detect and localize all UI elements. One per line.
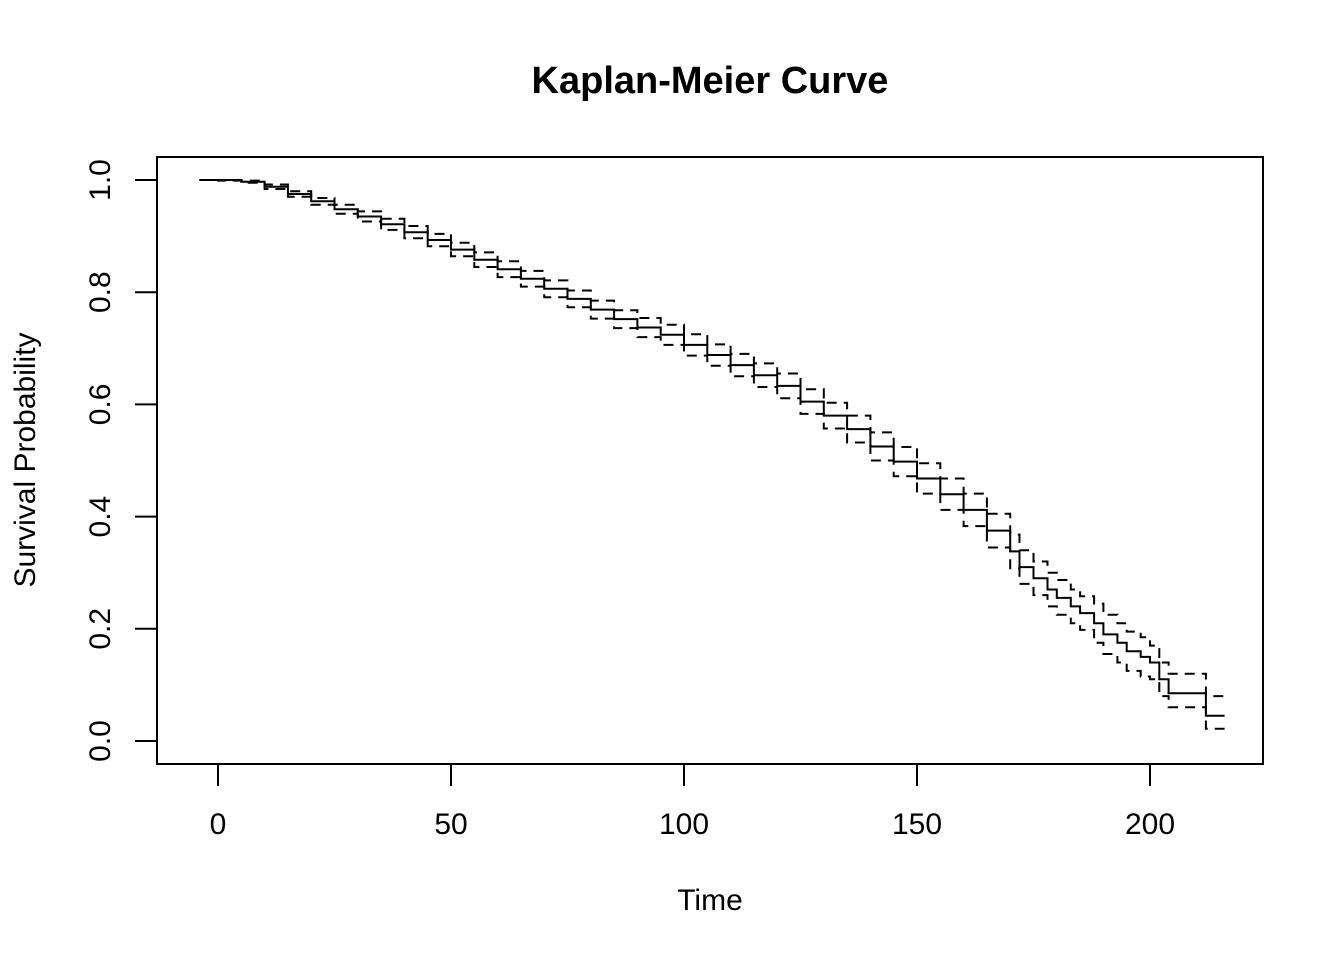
y-axis: 0.0 0.2 0.4 0.6 0.8 1.0 xyxy=(84,159,158,762)
y-tick-label: 0.0 xyxy=(84,720,117,762)
confidence-band-2 xyxy=(199,179,1225,730)
x-tick-label: 200 xyxy=(1125,808,1175,841)
x-tick-label: 100 xyxy=(659,808,709,841)
y-tick-label: 1.0 xyxy=(84,159,117,201)
y-tick-label: 0.4 xyxy=(84,496,117,538)
y-tick-label: 0.8 xyxy=(84,271,117,313)
x-tick-label: 150 xyxy=(892,808,942,841)
x-axis: 0 50 100 150 200 xyxy=(210,763,1175,841)
series-layer xyxy=(199,179,1225,730)
chart-title: Kaplan-Meier Curve xyxy=(532,60,889,102)
x-tick-label: 50 xyxy=(434,808,467,841)
x-axis-label: Time xyxy=(677,884,743,917)
x-tick-label: 0 xyxy=(210,808,227,841)
y-tick-label: 0.2 xyxy=(84,608,117,650)
y-axis-label: Survival Probability xyxy=(9,332,42,587)
plot-frame xyxy=(156,156,1264,765)
survival-curve xyxy=(199,179,1225,717)
confidence-band-1 xyxy=(199,179,1225,698)
y-tick-label: 0.6 xyxy=(84,384,117,426)
